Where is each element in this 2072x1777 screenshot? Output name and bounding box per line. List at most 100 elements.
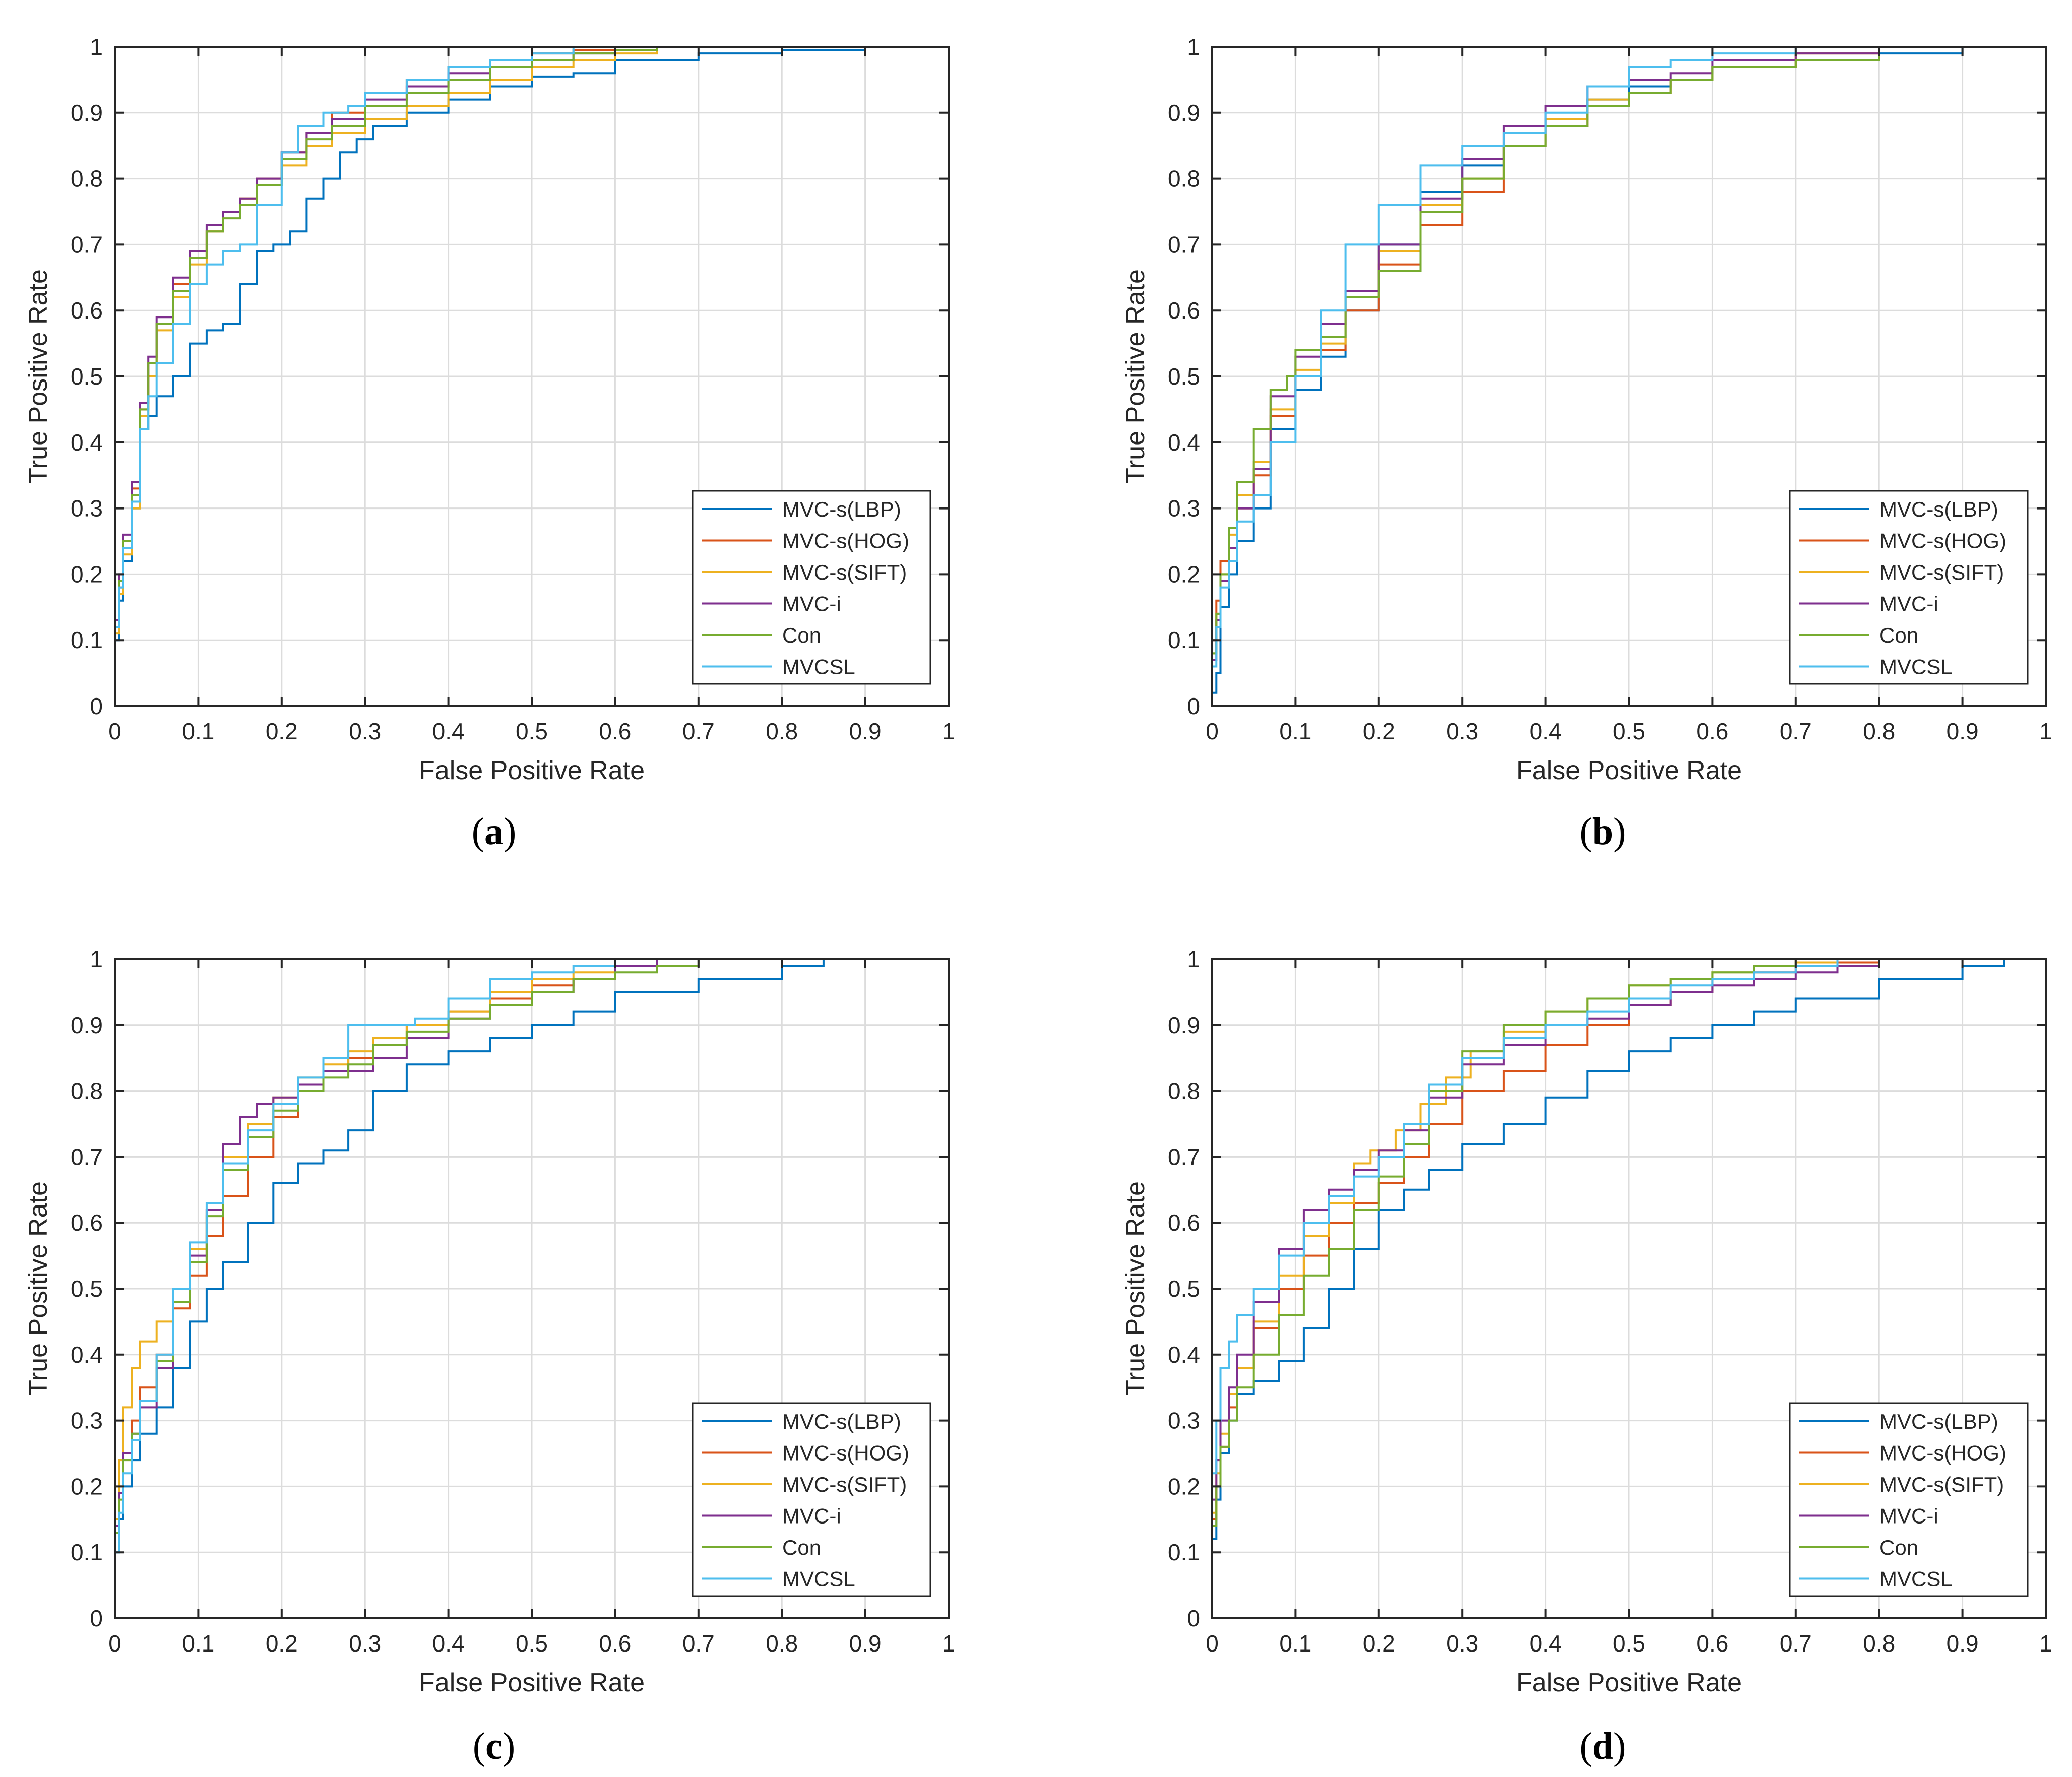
y-tick-label: 0.5 <box>71 363 103 390</box>
x-tick-label: 0.3 <box>1446 1630 1478 1657</box>
y-tick-label: 0.1 <box>71 627 103 653</box>
roc-panel-c: 0 0.1 0.2 0.3 0.4 0.5 0.6 0.7 0.8 0.9 1 0 0.1 0.2 0.3 0… <box>24 946 955 1767</box>
legend-label: MVC-s(HOG) <box>782 529 909 553</box>
legend-label: MVCSL <box>1879 1567 1953 1591</box>
x-tick-label: 0.2 <box>1363 718 1395 744</box>
panel-caption-letter: d <box>1592 1725 1613 1767</box>
x-tick-label: 1 <box>942 718 955 744</box>
x-tick-label: 0.8 <box>1863 1630 1895 1657</box>
y-tick-label: 0.3 <box>1168 495 1200 522</box>
y-tick-label: 0.1 <box>1168 627 1200 653</box>
x-tick-label: 0.1 <box>1279 1630 1311 1657</box>
y-tick-label: 0.4 <box>1168 429 1200 456</box>
x-tick-label: 0.7 <box>1780 718 1812 744</box>
roc-panel-a: 0 0.1 0.2 0.3 0.4 0.5 0.6 0.7 0.8 0.9 1 0 0.1 0.2 0.3 0… <box>24 34 955 853</box>
x-tick-label: 0.2 <box>1363 1630 1395 1657</box>
x-tick-label: 0.4 <box>1530 1630 1562 1657</box>
x-axis-label: False Positive Rate <box>419 756 645 785</box>
legend: MVC-s(LBP) MVC-s(HOG) MVC-s(SIFT) MVC-i Con M… <box>1789 1402 2029 1597</box>
x-tick-label: 0.6 <box>1696 718 1728 744</box>
legend-label: MVCSL <box>782 655 855 679</box>
y-tick-label: 0.1 <box>1168 1539 1200 1565</box>
y-tick-label: 0.7 <box>71 231 103 258</box>
y-tick-label: 0.4 <box>71 1342 103 1368</box>
legend-label: MVC-i <box>782 592 841 616</box>
legend-label: MVC-i <box>1879 1504 1938 1528</box>
series-line-mvc-s-hog <box>114 958 949 1618</box>
legend-label: MVCSL <box>1879 655 1953 679</box>
legend-label: Con <box>1879 1536 1918 1559</box>
x-axis-label: False Positive Rate <box>1516 1668 1742 1697</box>
x-tick-label: 0.8 <box>766 718 798 744</box>
y-tick-label: 0.3 <box>71 495 103 522</box>
y-tick-label: 1 <box>1187 34 1200 60</box>
series-line-mvcsl <box>1211 958 2046 1618</box>
legend: MVC-s(LBP) MVC-s(HOG) MVC-s(SIFT) MVC-i Con M… <box>692 490 931 685</box>
y-tick-label: 0.7 <box>1168 1144 1200 1170</box>
x-tick-label: 0 <box>1206 1630 1219 1657</box>
legend-label: MVC-s(HOG) <box>1879 529 2006 553</box>
roc-panel-b: 0 0.1 0.2 0.3 0.4 0.5 0.6 0.7 0.8 0.9 1 0 0.1 0.2 0.3 0… <box>1121 34 2052 853</box>
x-tick-label: 0.1 <box>182 718 214 744</box>
y-tick-label: 0.5 <box>71 1276 103 1302</box>
panel-caption: (c) <box>473 1725 515 1767</box>
y-tick-label: 1 <box>1187 946 1200 972</box>
legend-box <box>692 490 931 685</box>
y-tick-label: 0.9 <box>71 100 103 126</box>
y-tick-label: 0.8 <box>71 1078 103 1104</box>
x-tick-label: 1 <box>942 1630 955 1657</box>
x-tick-label: 0 <box>1206 718 1219 744</box>
x-tick-label: 0.7 <box>682 1630 715 1657</box>
legend-label: MVC-s(LBP) <box>1879 497 1998 521</box>
x-tick-label: 0.2 <box>266 1630 298 1657</box>
panel-caption-letter: c <box>485 1725 503 1767</box>
y-tick-label: 0.2 <box>1168 1473 1200 1499</box>
y-tick-label: 0.2 <box>71 561 103 587</box>
series-line-mvcsl <box>114 958 949 1618</box>
x-tick-label: 0.3 <box>349 718 381 744</box>
y-tick-label: 0.2 <box>1168 561 1200 587</box>
x-tick-label: 0.9 <box>1947 718 1979 744</box>
y-tick-label: 1 <box>90 946 103 972</box>
y-tick-label: 0.7 <box>71 1144 103 1170</box>
x-tick-label: 0.8 <box>1863 718 1895 744</box>
y-tick-label: 0.6 <box>1168 1210 1200 1236</box>
series-line-mvcsl <box>114 46 949 706</box>
y-axis-label: True Positive Rate <box>1121 269 1150 484</box>
panel-caption: (a) <box>472 810 517 853</box>
legend-label: MVC-s(LBP) <box>782 497 901 521</box>
legend-label: MVC-s(HOG) <box>1879 1441 2006 1465</box>
y-tick-label: 1 <box>90 34 103 60</box>
y-tick-label: 0.2 <box>71 1473 103 1499</box>
y-tick-label: 0.8 <box>1168 1078 1200 1104</box>
legend-box <box>1789 1402 2029 1597</box>
x-tick-label: 0.4 <box>432 718 465 744</box>
legend-label: Con <box>1879 623 1918 647</box>
x-tick-label: 0.4 <box>1530 718 1562 744</box>
x-tick-label: 0.4 <box>432 1630 465 1657</box>
series-group <box>1211 958 2046 1618</box>
legend-label: MVC-s(LBP) <box>1879 1410 1998 1433</box>
x-tick-label: 0.6 <box>599 1630 631 1657</box>
y-tick-label: 0.4 <box>71 429 103 456</box>
y-axis-label: True Positive Rate <box>24 269 53 484</box>
legend-box <box>1789 490 2029 685</box>
y-tick-label: 0.8 <box>1168 166 1200 192</box>
legend-label: MVC-s(LBP) <box>782 1410 901 1433</box>
y-tick-label: 0.4 <box>1168 1342 1200 1368</box>
ticks: 0 0.1 0.2 0.3 0.4 0.5 0.6 0.7 0.8 0.9 1 0 0.1 0.2 0.3 0… <box>1168 946 2052 1657</box>
legend-box <box>692 1402 931 1597</box>
y-tick-label: 0.9 <box>71 1012 103 1038</box>
legend-label: MVC-s(SIFT) <box>782 1473 907 1496</box>
panel-caption-letter: a <box>484 810 504 853</box>
x-axis-label: False Positive Rate <box>419 1668 645 1697</box>
y-tick-label: 0.8 <box>71 166 103 192</box>
x-tick-label: 1 <box>2039 718 2052 744</box>
legend-label: MVCSL <box>782 1567 855 1591</box>
legend: MVC-s(LBP) MVC-s(HOG) MVC-s(SIFT) MVC-i Con M… <box>692 1402 931 1597</box>
x-tick-label: 0 <box>108 1630 121 1657</box>
y-tick-label: 0.7 <box>1168 231 1200 258</box>
panel-caption: (b) <box>1580 810 1626 853</box>
y-axis-label: True Positive Rate <box>1121 1181 1150 1396</box>
